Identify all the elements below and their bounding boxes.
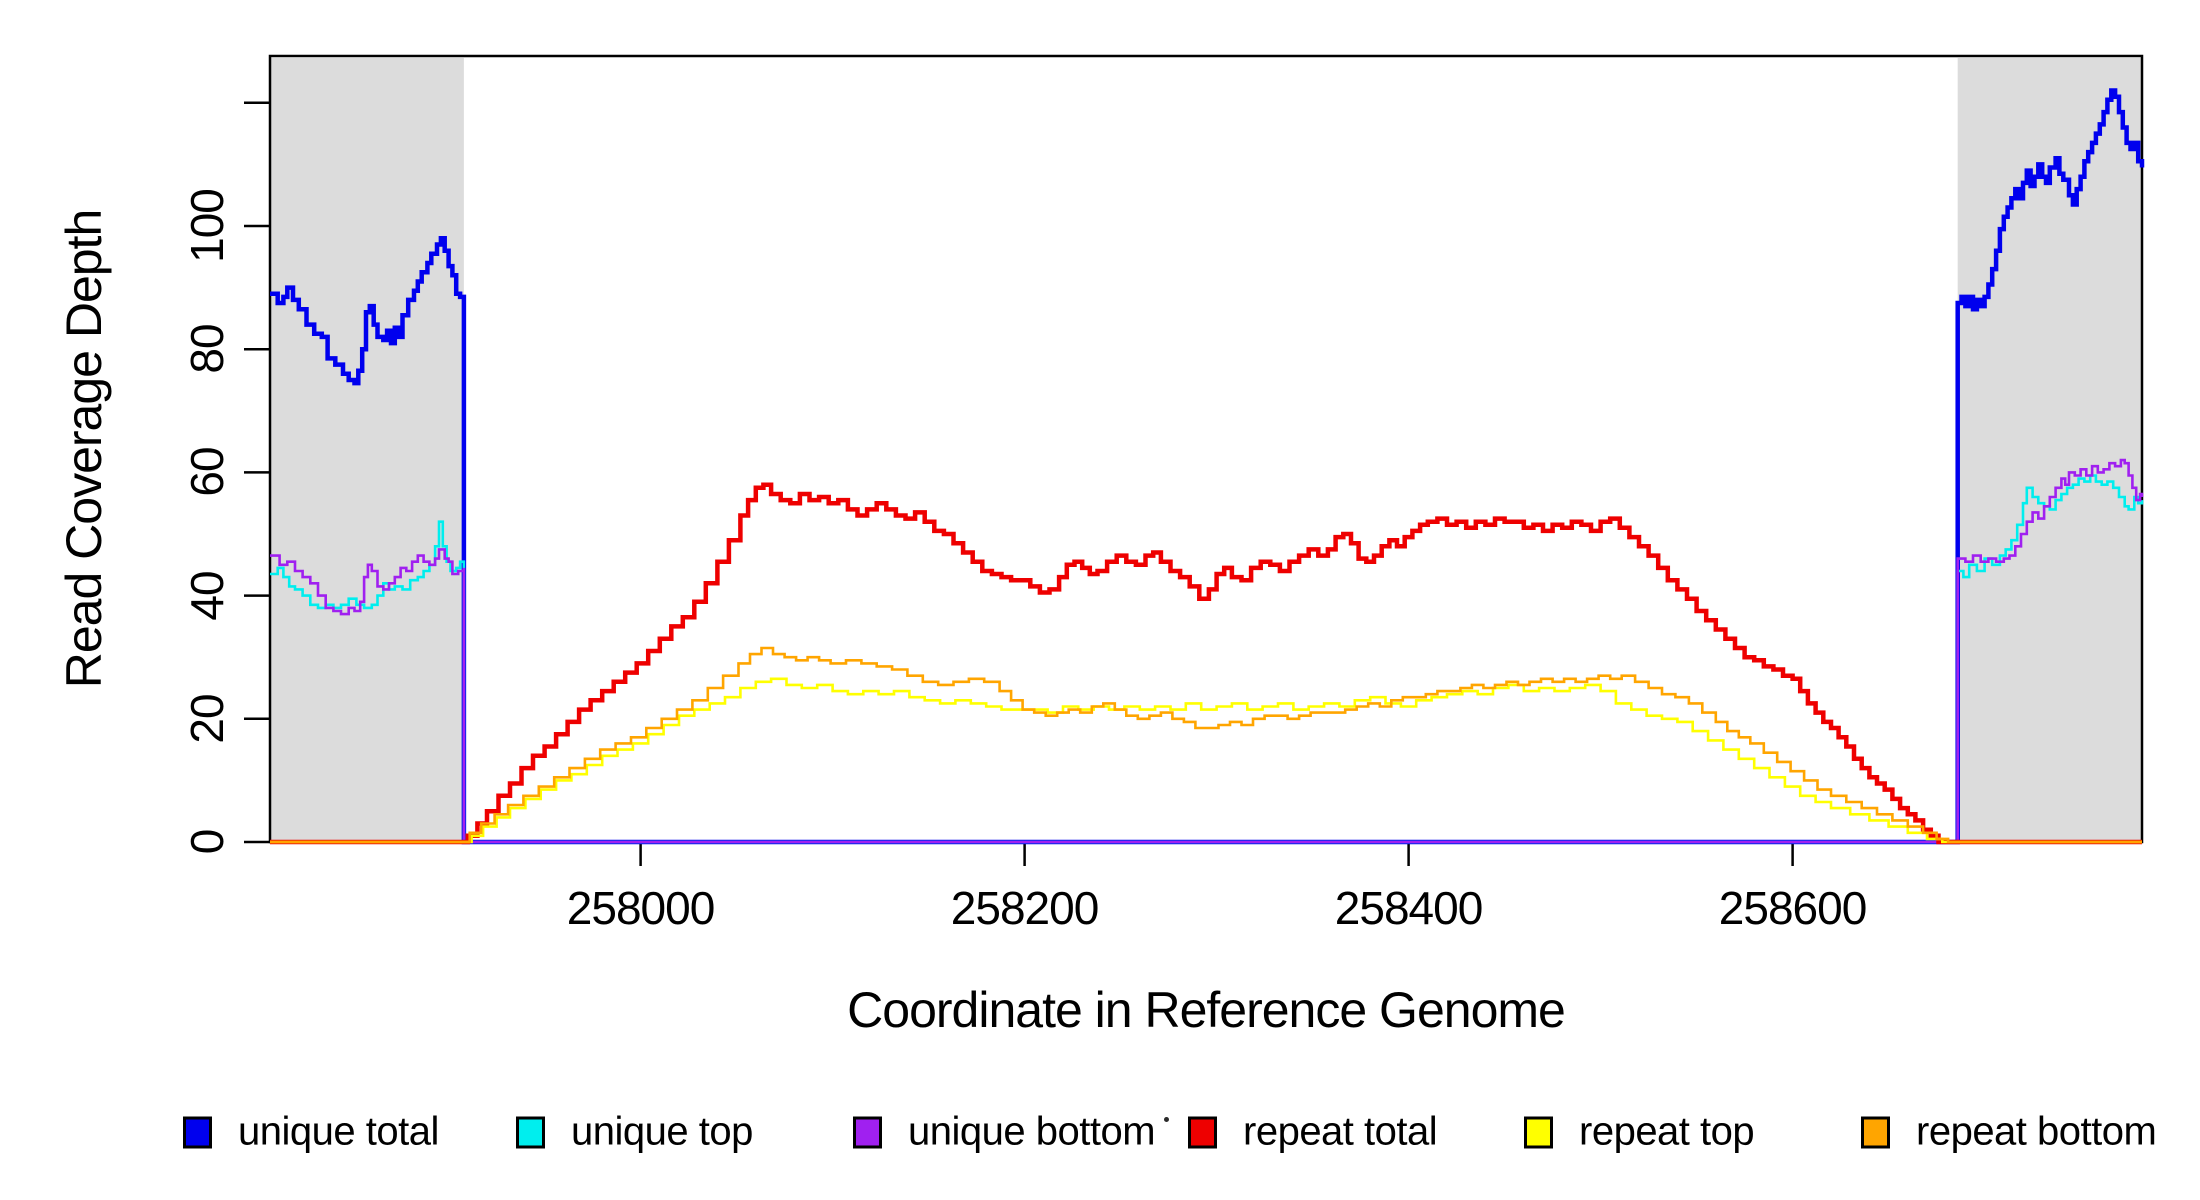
x-axis-title: Coordinate in Reference Genome	[847, 982, 1566, 1038]
shaded-region	[270, 58, 464, 842]
legend-item-unique-bottom: unique bottom	[853, 1109, 1156, 1155]
legend-item-unique-total: unique total	[183, 1110, 439, 1155]
legend-label: repeat top	[1579, 1109, 1755, 1154]
x-tick-label: 258200	[950, 882, 1099, 934]
legend-swatch-icon	[853, 1116, 882, 1148]
stray-dot-artifact	[1164, 1117, 1169, 1122]
legend-swatch-icon	[183, 1116, 212, 1148]
legend-swatch-icon	[1861, 1116, 1890, 1148]
series-repeat-bottom	[270, 646, 2142, 844]
plot-border	[268, 54, 2144, 844]
legend-label: unique total	[238, 1109, 439, 1154]
series-repeat-total	[270, 482, 2142, 845]
legend-item-repeat-top: repeat top	[1524, 1109, 1755, 1155]
series-repeat-top	[270, 677, 2142, 844]
legend-label: unique top	[571, 1109, 753, 1154]
legend-item-repeat-bottom: repeat bottom	[1861, 1109, 2157, 1155]
series-unique-bottom	[270, 458, 2144, 844]
legend-swatch-icon	[1524, 1116, 1553, 1148]
legend-label: repeat total	[1243, 1109, 1438, 1154]
x-tick-label: 258400	[1334, 882, 1483, 934]
legend-swatch-icon	[1188, 1116, 1217, 1148]
x-tick-label: 258000	[566, 882, 715, 934]
legend-label: repeat bottom	[1916, 1109, 2157, 1154]
y-axis-title: Read Coverage Depth	[56, 209, 112, 689]
legend-item-unique-top: unique top	[516, 1110, 753, 1155]
series-unique-total	[270, 88, 2145, 845]
y-tick-label: 80	[181, 324, 233, 374]
legend-item-repeat-total: repeat total	[1188, 1109, 1438, 1155]
y-tick-label: 40	[181, 571, 233, 621]
y-tick-label: 100	[181, 189, 233, 263]
x-tick-label: 258600	[1718, 882, 1867, 934]
y-tick-label: 20	[181, 694, 233, 744]
legend-label: unique bottom	[908, 1109, 1156, 1154]
y-tick-label: 60	[181, 447, 233, 497]
y-tick-label: 0	[181, 829, 233, 855]
shaded-region	[1957, 58, 2142, 842]
legend-swatch-icon	[516, 1116, 545, 1148]
